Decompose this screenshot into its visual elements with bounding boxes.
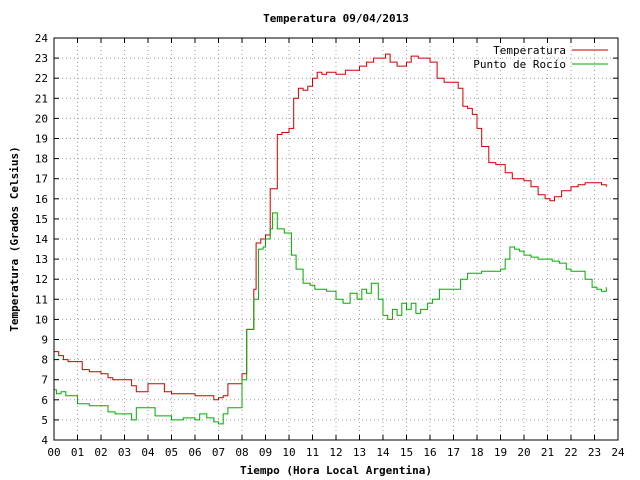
y-tick-label: 23: [35, 52, 48, 65]
x-tick-label: 21: [541, 446, 554, 459]
x-tick-label: 17: [447, 446, 460, 459]
y-tick-label: 16: [35, 193, 48, 206]
x-tick-label: 01: [71, 446, 84, 459]
y-tick-label: 7: [41, 374, 48, 387]
series-lines: [54, 53, 607, 425]
y-tick-label: 8: [41, 354, 48, 367]
x-tick-label: 22: [564, 446, 577, 459]
x-tick-label: 24: [611, 446, 625, 459]
y-tick-label: 12: [35, 273, 48, 286]
series-line-punto-de-rocio: [54, 212, 607, 425]
x-tick-label: 09: [259, 446, 272, 459]
chart-title: Temperatura 09/04/2013: [263, 12, 409, 25]
x-tick-label: 06: [188, 446, 201, 459]
y-tick-label: 14: [35, 233, 49, 246]
x-tick-label: 07: [212, 446, 225, 459]
legend-label-punto-de-rocio: Punto de Rocío: [473, 58, 566, 71]
x-tick-label: 12: [329, 446, 342, 459]
x-tick-label: 05: [165, 446, 178, 459]
y-tick-label: 10: [35, 313, 48, 326]
x-axis-label: Tiempo (Hora Local Argentina): [240, 464, 432, 477]
y-tick-label: 17: [35, 173, 48, 186]
y-tick-label: 13: [35, 253, 48, 266]
y-tick-label: 21: [35, 92, 48, 105]
x-tick-label: 20: [517, 446, 530, 459]
x-tick-label: 11: [306, 446, 319, 459]
y-tick-label: 19: [35, 133, 48, 146]
y-tick-label: 20: [35, 112, 48, 125]
y-tick-label: 6: [41, 394, 48, 407]
x-tick-label: 04: [141, 446, 155, 459]
x-tick-label: 18: [470, 446, 483, 459]
x-tick-label: 03: [118, 446, 131, 459]
y-tick-label: 4: [41, 434, 48, 447]
x-tick-label: 10: [282, 446, 295, 459]
y-axis-label: Temperatura (Grados Celsius): [8, 146, 21, 331]
grid: [54, 38, 618, 440]
x-tick-label: 13: [353, 446, 366, 459]
legend-label-temperatura: Temperatura: [493, 44, 566, 57]
x-tick-label: 02: [94, 446, 107, 459]
axis-ticks: 00 01 02 03 04 05 06 07 08 09 10 11 12 13 14 15 16 17 18 19…: [35, 32, 625, 459]
y-tick-label: 18: [35, 153, 48, 166]
x-tick-label: 14: [376, 446, 390, 459]
x-tick-label: 16: [423, 446, 436, 459]
y-tick-label: 24: [35, 32, 49, 45]
y-tick-label: 22: [35, 72, 48, 85]
x-tick-label: 08: [235, 446, 248, 459]
plot-frame: [53, 37, 619, 441]
x-tick-label: 19: [494, 446, 507, 459]
series-line-temperatura: [54, 53, 607, 401]
y-tick-label: 15: [35, 213, 48, 226]
y-tick-label: 9: [41, 334, 48, 347]
y-tick-label: 11: [35, 293, 48, 306]
x-tick-label: 00: [47, 446, 60, 459]
x-tick-label: 23: [588, 446, 601, 459]
x-tick-label: 15: [400, 446, 413, 459]
y-tick-label: 5: [41, 414, 48, 427]
